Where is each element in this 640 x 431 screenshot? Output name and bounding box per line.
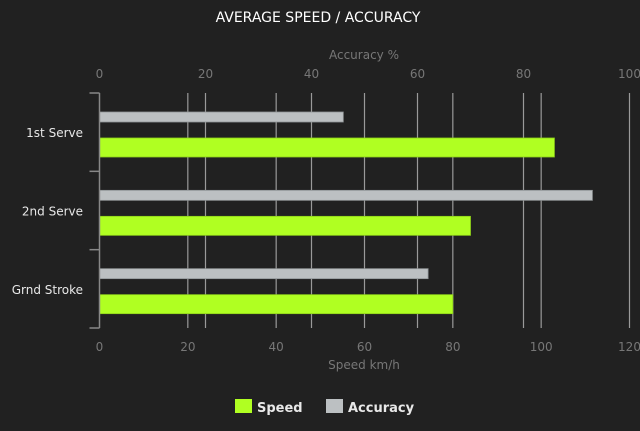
legend-swatch-accuracy xyxy=(326,399,343,413)
bar-speed xyxy=(99,294,454,315)
top-tick-label: 80 xyxy=(516,67,531,81)
category-label: Grnd Stroke xyxy=(12,283,83,297)
bar-accuracy xyxy=(99,111,344,123)
bar-accuracy xyxy=(99,189,593,201)
bottom-tick-label: 80 xyxy=(445,340,460,354)
bar-speed xyxy=(99,137,555,158)
top-tick-label: 20 xyxy=(198,67,213,81)
bottom-tick-label: 40 xyxy=(269,340,284,354)
bar-accuracy xyxy=(99,268,429,280)
top-axis-label: Accuracy % xyxy=(329,48,399,62)
bottom-axis-label: Speed km/h xyxy=(328,358,400,372)
bottom-tick-label: 60 xyxy=(357,340,372,354)
bottom-tick-label: 120 xyxy=(618,340,640,354)
category-label: 2nd Serve xyxy=(22,205,83,219)
top-tick-label: 0 xyxy=(96,67,104,81)
legend-label-speed: Speed xyxy=(257,401,303,416)
top-tick-label: 100 xyxy=(618,67,640,81)
category-label: 1st Serve xyxy=(26,126,83,140)
bar-speed xyxy=(99,215,471,236)
top-tick-label: 40 xyxy=(304,67,319,81)
legend-swatch-speed xyxy=(235,399,252,413)
bottom-tick-label: 20 xyxy=(180,340,195,354)
bottom-tick-label: 100 xyxy=(530,340,553,354)
legend-label-accuracy: Accuracy xyxy=(348,401,415,416)
bottom-tick-label: 0 xyxy=(96,340,104,354)
legend: Speed Accuracy xyxy=(235,399,415,416)
chart-title: AVERAGE SPEED / ACCURACY xyxy=(216,10,421,26)
top-tick-label: 60 xyxy=(410,67,425,81)
